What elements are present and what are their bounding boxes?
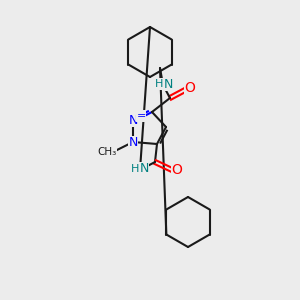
Text: O: O <box>172 163 182 177</box>
Text: N: N <box>128 113 138 127</box>
Text: =: = <box>136 111 146 121</box>
Text: N: N <box>128 136 138 149</box>
Text: CH₃: CH₃ <box>98 147 117 157</box>
Text: H: H <box>155 79 163 89</box>
Text: O: O <box>184 81 195 95</box>
Text: N: N <box>163 77 173 91</box>
Text: N: N <box>139 163 149 176</box>
Text: H: H <box>131 164 139 174</box>
